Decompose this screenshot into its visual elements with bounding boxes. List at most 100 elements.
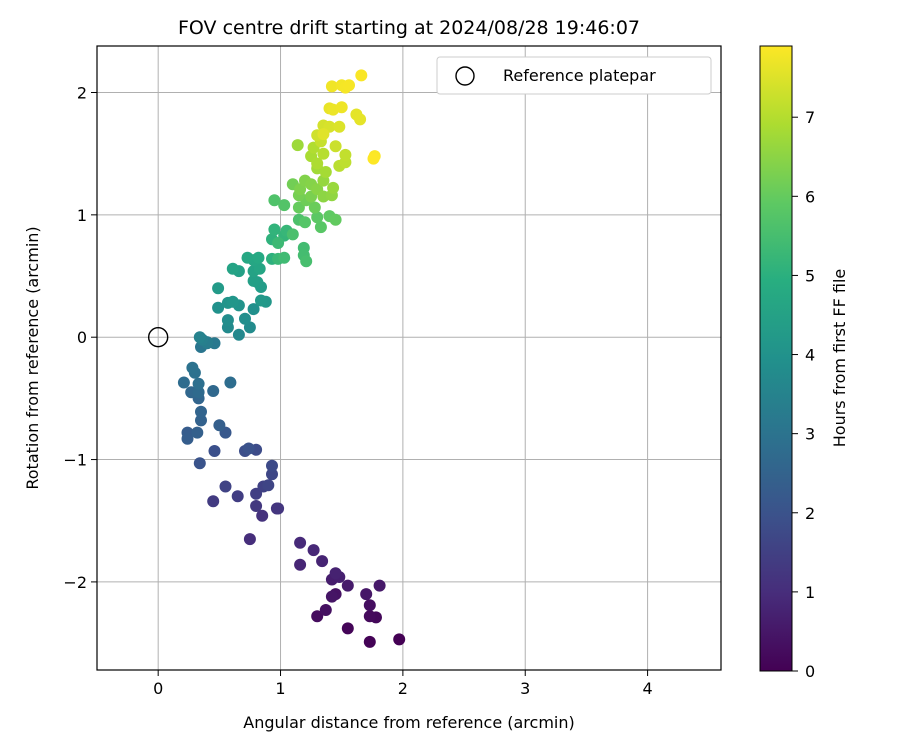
colorbar-tick-label: 6 <box>805 187 815 206</box>
data-point <box>294 558 307 571</box>
data-point <box>266 459 278 472</box>
data-point <box>329 567 342 580</box>
data-point <box>311 211 324 224</box>
data-point <box>213 419 226 432</box>
data-point <box>256 509 269 522</box>
data-point <box>329 213 342 226</box>
data-point <box>319 166 332 178</box>
data-point <box>373 579 386 592</box>
plot-frame <box>96 45 722 671</box>
data-point <box>253 262 266 275</box>
data-point <box>339 148 352 161</box>
data-point <box>325 590 338 603</box>
data-point <box>291 139 304 152</box>
data-point <box>317 147 330 160</box>
data-point <box>294 536 307 549</box>
data-point <box>207 495 220 508</box>
data-point <box>363 610 376 623</box>
reference-legend-marker <box>455 66 475 86</box>
data-point <box>243 533 256 546</box>
data-point <box>221 314 234 327</box>
data-point <box>242 442 255 455</box>
data-point <box>343 79 355 92</box>
data-point <box>181 432 194 445</box>
data-point <box>278 199 291 212</box>
data-point <box>192 386 205 399</box>
data-point <box>354 113 367 126</box>
data-point <box>272 237 285 249</box>
colorbar-tick-label: 1 <box>805 583 815 602</box>
data-point <box>311 610 324 623</box>
data-point <box>232 328 245 341</box>
data-points <box>177 69 406 648</box>
x-axis-label: Angular distance from reference (arcmin) <box>243 713 574 732</box>
data-point <box>292 201 305 214</box>
colorbar-ticks: 0 1 2 3 4 5 6 7 <box>792 108 815 681</box>
y-axis-label: Rotation from reference (arcmin) <box>23 226 42 489</box>
reference-platepar-marker <box>147 327 169 348</box>
data-point <box>207 385 220 397</box>
data-point <box>252 251 265 264</box>
data-point <box>307 544 320 557</box>
data-point <box>193 457 206 470</box>
reference-marker-layer <box>147 327 169 348</box>
data-point <box>335 101 348 114</box>
data-point <box>367 152 380 165</box>
data-point <box>325 80 338 93</box>
legend-entry: Reference platepar <box>503 66 656 85</box>
data-point <box>393 633 406 646</box>
data-point <box>355 69 368 82</box>
y-tick-label: 1 <box>77 206 87 225</box>
data-point <box>333 120 346 133</box>
data-point <box>212 301 225 314</box>
y-axis-ticks: −2 −1 0 1 2 <box>63 83 97 592</box>
colorbar-tick-label: 7 <box>805 108 815 127</box>
x-axis-ticks: 0 1 2 3 4 <box>153 670 653 698</box>
data-point <box>195 414 207 427</box>
data-point <box>177 376 190 389</box>
colorbar-tick-label: 2 <box>805 504 815 523</box>
legend: Reference platepar <box>436 56 712 95</box>
data-point <box>311 157 324 170</box>
data-point <box>268 194 281 207</box>
chart-title: FOV centre drift starting at 2024/08/28 … <box>178 17 640 39</box>
data-point <box>262 479 275 492</box>
y-tick-label: 2 <box>77 83 87 102</box>
data-point <box>186 361 199 374</box>
data-point <box>319 604 332 616</box>
y-tick-label: 0 <box>77 328 87 347</box>
data-point <box>308 201 321 214</box>
data-point <box>224 376 237 389</box>
data-point <box>341 579 354 592</box>
y-tick-label: −1 <box>63 451 87 470</box>
x-tick-label: 1 <box>275 679 285 698</box>
data-point <box>231 490 244 503</box>
x-tick-label: 3 <box>520 679 530 698</box>
colorbar-tick-label: 3 <box>805 425 815 444</box>
colorbar-label: Hours from first FF file <box>830 269 849 448</box>
data-point <box>250 500 263 512</box>
y-tick-label: −2 <box>63 573 87 592</box>
data-point <box>247 303 260 316</box>
data-point <box>219 480 232 493</box>
data-point <box>247 274 260 287</box>
data-point <box>300 255 313 268</box>
data-point <box>272 502 285 515</box>
data-point <box>360 588 373 601</box>
data-point <box>193 331 206 344</box>
data-point <box>278 251 291 264</box>
grid <box>97 46 721 670</box>
x-tick-label: 4 <box>642 679 652 698</box>
data-point <box>239 312 251 325</box>
data-point <box>208 445 221 457</box>
data-point <box>226 295 239 308</box>
data-point <box>250 487 263 500</box>
data-point <box>363 599 376 612</box>
legend-box <box>436 56 712 95</box>
data-point <box>299 216 311 229</box>
colorbar-tick-label: 4 <box>805 346 815 365</box>
data-point <box>212 282 225 295</box>
x-tick-label: 2 <box>398 679 408 698</box>
